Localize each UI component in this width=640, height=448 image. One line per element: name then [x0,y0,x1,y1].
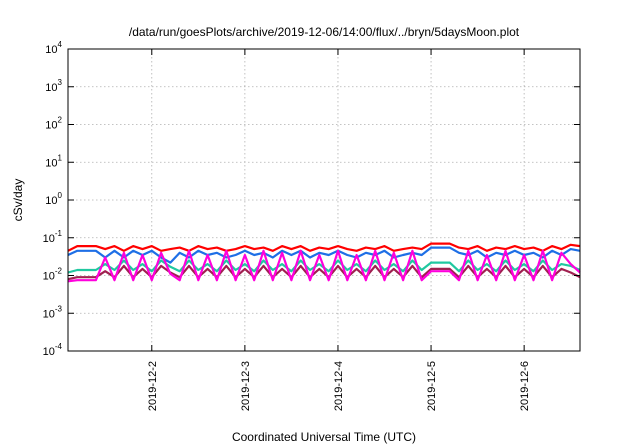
y-tick-labels: 10-4 10-3 10-2 10-1 100 101 102 103 104 [43,40,63,358]
series-line-1 [67,242,581,252]
chart-title: /data/run/goesPlots/archive/2019-12-06/1… [129,25,520,39]
ticks [68,48,580,352]
grid [68,49,580,351]
series-line-2 [67,246,581,264]
y-tick-label: 10-1 [43,229,63,245]
y-tick-label: 10-2 [43,267,63,283]
y-tick-label: 102 [45,116,62,132]
y-tick-label: 104 [45,40,62,56]
y-tick-label: 103 [45,78,62,94]
series-line-5 [67,249,581,283]
y-tick-label: 100 [45,191,62,207]
x-tick-label: 2019-12-6 [519,361,531,411]
y-tick-label: 10-4 [43,342,63,358]
series-layer [67,242,581,283]
x-tick-label: 2019-12-5 [426,361,438,411]
x-tick-label: 2019-12-4 [333,361,345,411]
x-tick-label: 2019-12-2 [147,361,159,411]
y-tick-label: 10-3 [43,304,63,320]
x-axis-label: Coordinated Universal Time (UTC) [232,430,416,444]
x-tick-label: 2019-12-3 [240,361,252,411]
y-tick-label: 101 [45,153,62,169]
y-axis-label: cSv/day [11,179,25,222]
x-tick-labels: 2019-12-2 2019-12-3 2019-12-4 2019-12-5 2019… [147,361,531,411]
